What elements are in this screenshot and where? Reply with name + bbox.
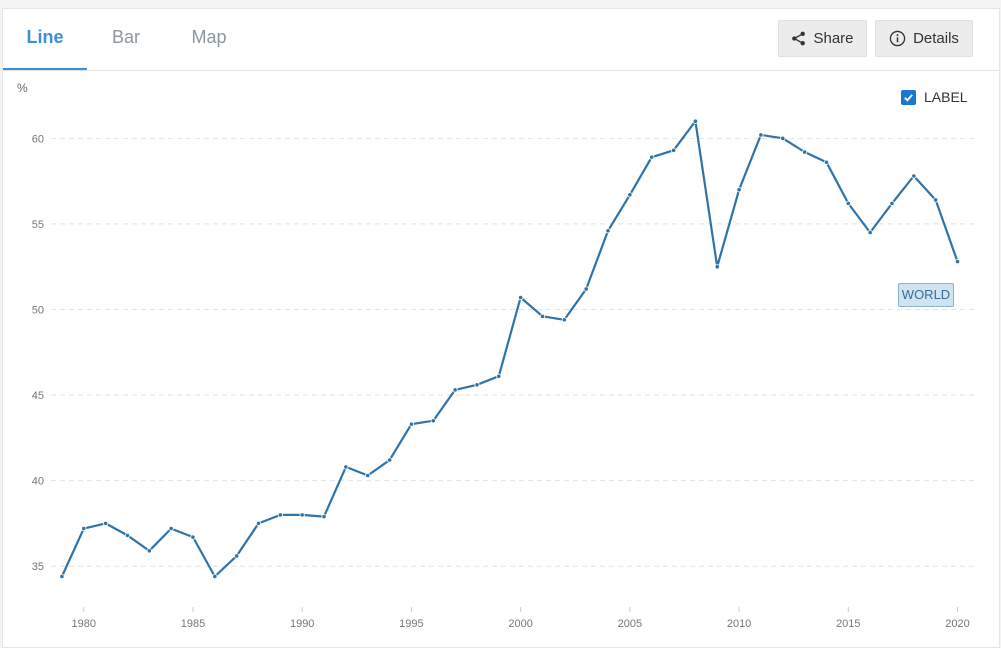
- checkmark-icon: [904, 93, 913, 102]
- share-label: Share: [813, 30, 854, 47]
- data-point: [255, 520, 262, 527]
- line-chart: 35 40 45 50 55 60 1980 1985 1990 1995 2000 2005 2010…: [32, 118, 975, 630]
- data-point: [670, 147, 677, 153]
- data-point: [561, 317, 567, 323]
- x-tick-label: 1980: [72, 618, 96, 630]
- data-point: [954, 258, 961, 265]
- data-point: [81, 525, 87, 532]
- data-point: [299, 512, 305, 518]
- chart-type-tabs: Line Bar Map Share Details: [3, 9, 999, 71]
- data-point: [518, 294, 524, 301]
- details-button[interactable]: Details: [875, 20, 973, 57]
- y-tick-label: 40: [32, 476, 44, 488]
- data-point: [168, 525, 174, 532]
- label-checkbox[interactable]: [901, 89, 916, 105]
- x-tick-label: 2020: [945, 618, 969, 630]
- data-point: [212, 573, 218, 580]
- data-point: [889, 200, 895, 206]
- data-point: [386, 457, 393, 463]
- info-icon: [889, 30, 906, 47]
- data-point: [496, 373, 502, 379]
- label-toggle[interactable]: LABEL: [901, 89, 968, 105]
- data-point: [605, 228, 611, 234]
- data-point: [867, 229, 873, 236]
- data-point: [146, 548, 152, 554]
- data-point: [933, 197, 939, 203]
- share-icon: [792, 31, 806, 46]
- data-point: [277, 512, 283, 518]
- y-tick-label: 35: [32, 561, 44, 573]
- x-tick-label: 1995: [399, 618, 423, 630]
- x-tick-label: 1990: [290, 618, 314, 630]
- data-point: [365, 472, 371, 479]
- data-point: [234, 553, 240, 559]
- x-tick-label: 2005: [618, 618, 642, 630]
- x-tick-label: 2000: [508, 618, 532, 630]
- data-point: [911, 173, 917, 179]
- data-point: [539, 313, 546, 319]
- data-point: [430, 418, 436, 424]
- data-point: [321, 513, 327, 520]
- data-point: [190, 534, 196, 540]
- data-point: [714, 264, 720, 270]
- x-tick-label: 1985: [181, 618, 205, 630]
- series-line: [60, 120, 959, 578]
- data-point: [103, 520, 109, 527]
- tab-bar[interactable]: Bar: [111, 27, 140, 47]
- data-point: [474, 382, 480, 388]
- data-point: [845, 200, 851, 206]
- x-tick-label: 2015: [836, 618, 860, 630]
- x-tick-label: 2010: [727, 618, 751, 630]
- data-point: [802, 149, 808, 155]
- data-point: [343, 464, 349, 470]
- y-tick-label: 45: [32, 390, 44, 402]
- tab-map[interactable]: Map: [191, 27, 227, 47]
- y-tick-label: 55: [32, 219, 44, 231]
- data-point: [124, 532, 131, 539]
- data-point: [758, 132, 764, 138]
- data-point: [736, 187, 742, 193]
- chart-panel: Line Bar Map Share Details %: [2, 8, 1000, 648]
- data-point: [59, 573, 65, 580]
- y-tick-label: 60: [32, 133, 44, 145]
- share-button[interactable]: Share: [778, 20, 867, 57]
- y-axis-unit-label: %: [17, 81, 28, 95]
- data-point: [780, 135, 786, 141]
- label-toggle-text: LABEL: [924, 89, 968, 105]
- y-tick-label: 50: [32, 304, 44, 316]
- data-point: [452, 387, 458, 393]
- details-label: Details: [913, 30, 959, 47]
- data-point: [692, 118, 698, 124]
- data-point: [823, 159, 830, 165]
- tab-line[interactable]: Line: [3, 9, 87, 70]
- series-label-world: WORLD: [898, 283, 954, 307]
- data-point: [649, 154, 655, 160]
- data-point: [408, 421, 415, 427]
- data-point: [627, 192, 633, 198]
- data-point: [583, 286, 589, 292]
